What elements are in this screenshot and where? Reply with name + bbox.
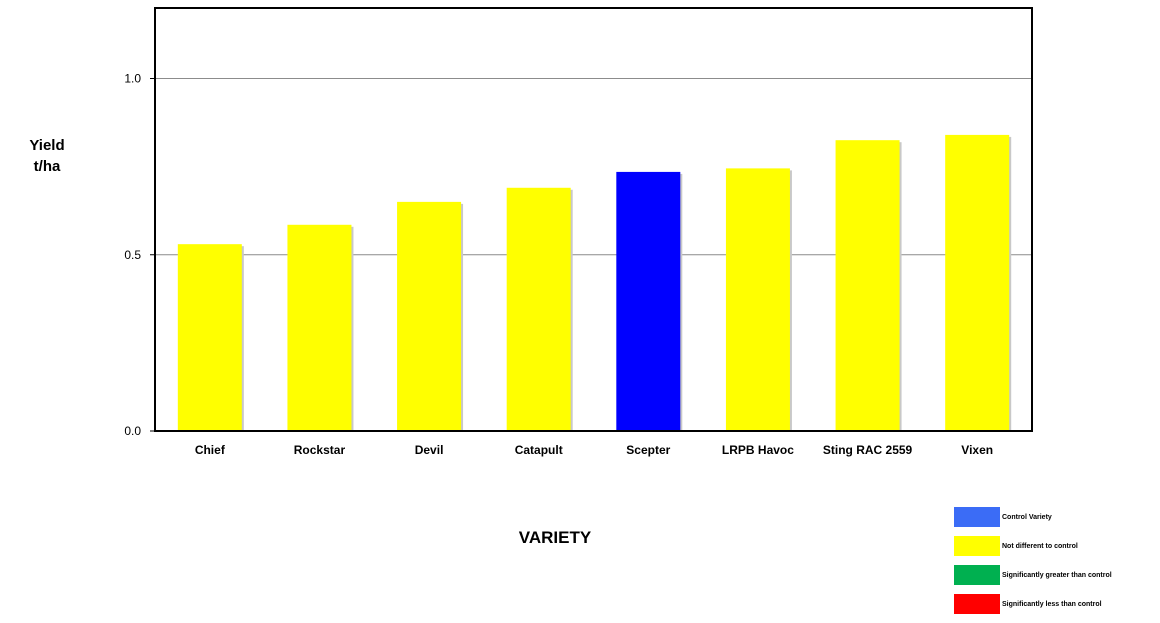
legend-item-greater: Significantly greater than control xyxy=(954,565,1160,585)
bar xyxy=(945,134,1010,431)
legend-swatch-less xyxy=(954,594,1000,614)
x-tick-label: Devil xyxy=(415,443,444,457)
y-axis-title-line-2: t/ha xyxy=(33,158,61,175)
x-tick-label: LRPB Havoc xyxy=(722,443,794,457)
y-tick-label: 0.5 xyxy=(124,248,141,262)
x-tick-label: Sting RAC 2559 xyxy=(823,443,913,457)
bar xyxy=(287,224,352,431)
x-tick-label: Chief xyxy=(195,443,226,457)
y-tick-label: 0.0 xyxy=(124,424,141,438)
legend-swatch-not-different xyxy=(954,536,1000,556)
bar xyxy=(177,244,242,431)
y-axis-title-line-1: Yield xyxy=(29,137,65,154)
legend-swatch-greater xyxy=(954,565,1000,585)
legend-swatch-control xyxy=(954,507,1000,527)
bar xyxy=(616,171,681,431)
x-tick-label: Rockstar xyxy=(294,443,346,457)
y-tick-label: 1.0 xyxy=(124,72,141,86)
y-axis-title: Yield t/ha xyxy=(22,135,72,177)
x-tick-label: Scepter xyxy=(626,443,670,457)
legend-label-control: Control Variety xyxy=(1002,513,1052,521)
x-tick-label: Vixen xyxy=(961,443,993,457)
legend-item-control: Control Variety xyxy=(954,507,1160,527)
bar xyxy=(835,140,900,431)
bar xyxy=(725,168,790,431)
bar xyxy=(506,187,571,431)
legend-label-not-different: Not different to control xyxy=(1002,542,1078,550)
x-tick-label: Catapult xyxy=(515,443,563,457)
plot-frame xyxy=(154,7,1033,432)
x-axis-title: VARIETY xyxy=(518,528,592,547)
legend-item-less: Significantly less than control xyxy=(954,594,1160,614)
legend-label-greater: Significantly greater than control xyxy=(1002,571,1112,579)
legend-item-not-different: Not different to control xyxy=(954,536,1160,556)
legend-label-less: Significantly less than control xyxy=(1002,600,1102,608)
bar xyxy=(397,201,462,431)
legend: Control Variety Not different to control… xyxy=(954,507,1160,623)
